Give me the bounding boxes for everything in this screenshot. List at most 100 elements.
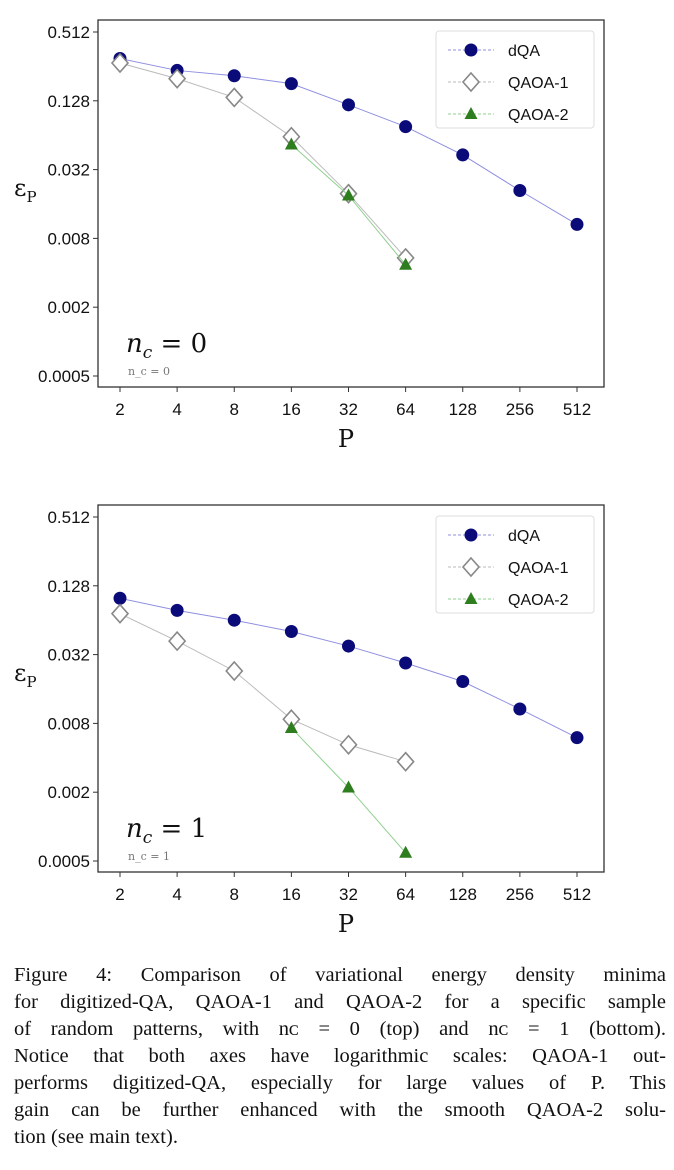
x-tick-label: 128 [449,885,477,904]
dqa-point [570,217,584,231]
x-tick-label: 128 [449,400,477,419]
plot-frame [97,504,605,873]
annotation-main: n [126,814,143,844]
legend-label: QAOA-1 [508,560,569,577]
dqa-point [342,639,355,653]
legend-label: QAOA-2 [508,592,569,609]
caption-line: Figure 4: Comparison of variational ener… [14,964,666,986]
legend-label: dQA [508,43,540,60]
series-qaoa-2 [284,137,413,270]
qaoa-1-point [168,68,187,89]
legend-circle-icon [464,43,478,57]
qaoa-2-line [291,144,407,266]
legend-circle-icon [464,528,478,542]
dqa-point [227,69,241,83]
y-tick-label: 0.032 [47,646,90,665]
x-tick-label: 256 [506,400,534,419]
caption-line: of random patterns, with nᴄ = 0 (top) an… [14,1018,666,1040]
y-tick-label: 0.0005 [38,852,90,871]
qaoa-2-point [284,720,298,733]
qaoa-2-point [399,257,413,270]
qaoa-1-point [110,52,130,74]
x-tick-label: 2 [115,885,124,904]
dqa-point [342,98,355,112]
y-axis-label-sub: P [26,188,36,206]
x-tick-label: 16 [282,885,301,904]
y-tick-label: 0.128 [47,577,90,596]
y-axis-label-sub: P [26,673,36,691]
x-tick-label: 2 [115,400,124,419]
x-tick-label: 64 [396,885,415,904]
series-dqa [113,591,584,745]
chart-top-nc0: 2 4 8 16 32 64 128 256 512 0.512 0.128 0.032 0.008 0.… [14,19,605,453]
qaoa-1-point [168,630,187,652]
series-qaoa-1 [110,52,415,269]
nc-annotation-text: n_c = 0 [128,365,170,378]
qaoa-1-point [225,87,244,108]
dqa-point [456,148,470,162]
y-axis-label: εP [14,659,37,691]
caption-line: performs digitized-QA, especially for la… [14,1072,666,1094]
annotation-sub: c [143,828,153,848]
annotation-rest: = 0 [152,329,207,359]
y-tick-label: 0.0005 [38,367,90,386]
dqa-point [284,77,298,91]
qaoa-1-line [119,613,406,763]
dqa-point [399,120,413,134]
qaoa-2-point [399,845,413,858]
x-tick-label: 64 [396,400,415,419]
legend-diamond-icon [461,556,481,578]
nc-annotation-text: n_c = 1 [128,850,170,863]
nc-annotation: nc = 0 [126,329,207,363]
qaoa-2-point [342,188,355,201]
legend-triangle-icon [464,592,478,604]
caption-line: Notice that both axes have logarithmic s… [14,1045,666,1067]
y-tick-label: 0.008 [47,229,90,248]
x-tick-label: 256 [506,885,534,904]
x-tick-label: 4 [172,400,181,419]
x-tick-label: 16 [282,400,301,419]
caption-line: tion (see main text). [14,1126,178,1148]
x-tick-label: 512 [563,885,591,904]
legend-label: QAOA-1 [508,75,569,92]
legend-diamond-icon [461,71,481,93]
legend: dQA QAOA-1 QAOA-2 [435,30,595,129]
dqa-point [513,184,527,198]
x-tick-label: 512 [563,400,591,419]
y-tick-label: 0.128 [47,92,90,111]
qaoa-1-point [110,603,130,624]
annotation-sub: c [143,343,153,363]
annotation-rest: = 1 [152,814,207,844]
x-tick-label: 8 [230,885,239,904]
qaoa-1-line [119,62,406,259]
y-tick-label: 0.002 [47,783,90,802]
legend: dQA QAOA-1 QAOA-2 [435,515,595,614]
plot-frame [97,19,605,388]
x-axis-label: P [338,910,354,938]
qaoa-2-point [284,137,298,150]
y-tick-label: 0.008 [47,714,90,733]
legend-label: dQA [508,528,540,545]
x-tick-label: 8 [230,400,239,419]
y-axis-label-main: ε [14,174,26,202]
dqa-point [399,656,413,670]
dqa-point [284,624,298,638]
legend-triangle-icon [464,107,478,119]
y-tick-label: 0.512 [47,23,90,42]
x-tick-label: 32 [339,885,358,904]
x-tick-label: 32 [339,400,358,419]
y-axis-label-main: ε [14,659,26,687]
qaoa-1-point [339,734,358,755]
y-axis-label: εP [14,174,37,206]
dqa-point [227,613,241,627]
y-tick-label: 0.002 [47,298,90,317]
legend-label: QAOA-2 [508,107,569,124]
x-axis-label: P [338,425,354,453]
figure-caption: Figure 4: Comparison of variational ener… [14,962,666,1151]
dqa-point [170,603,184,617]
caption-line: gain can be further enhanced with the sm… [14,1099,666,1121]
dqa-point [570,731,584,745]
dqa-point [513,702,527,716]
chart-bottom-nc1: 2 4 8 16 32 64 128 256 512 0.512 0.128 0.032 0.008 0.… [14,504,605,938]
annotation-main: n [126,329,143,359]
